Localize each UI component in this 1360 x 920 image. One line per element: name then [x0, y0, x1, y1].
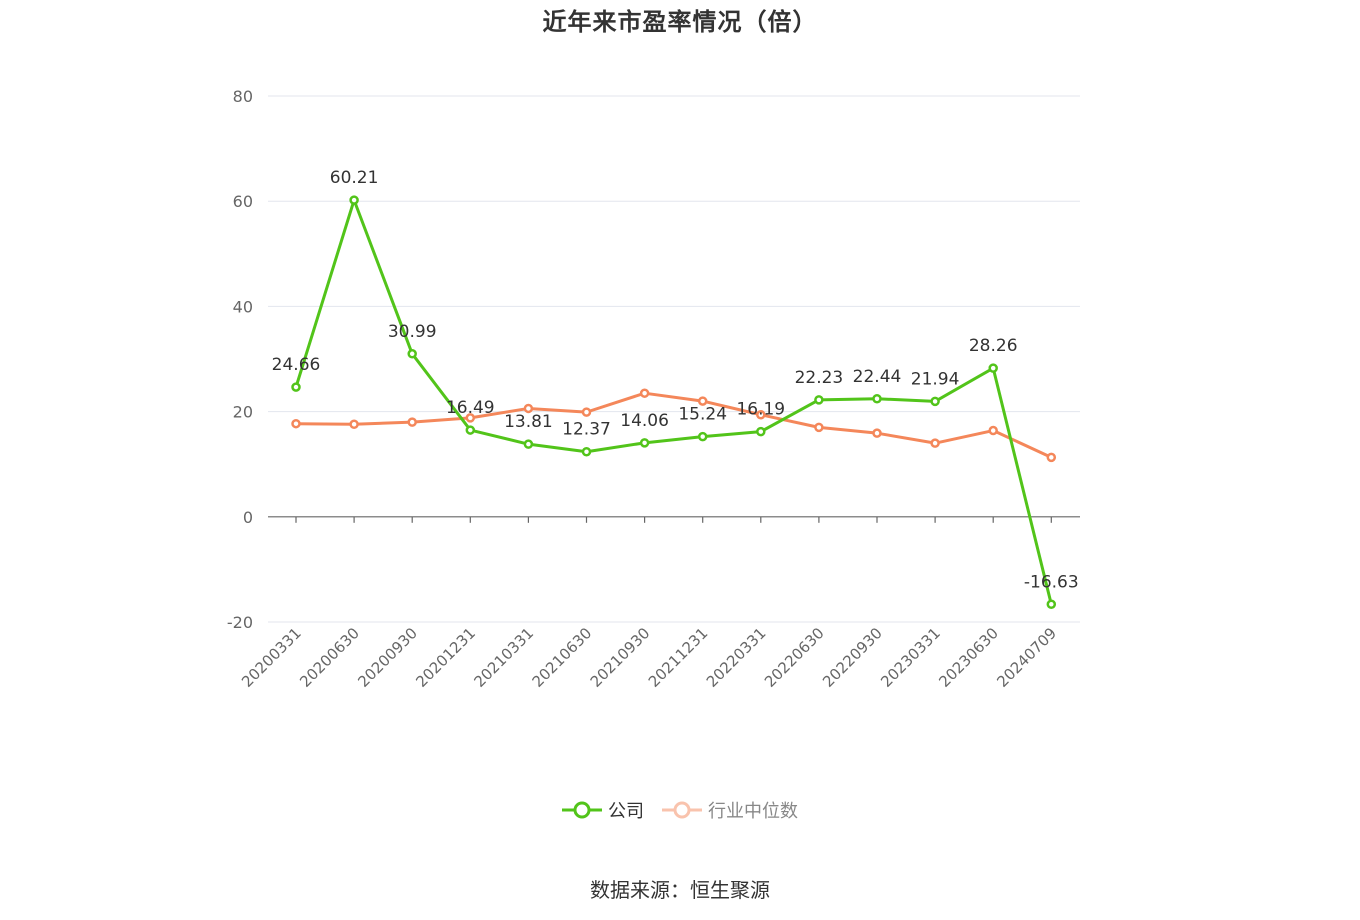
data-point-company — [930, 396, 940, 407]
data-point-company — [1046, 599, 1057, 610]
data-point-company — [581, 446, 592, 457]
x-tick-label: 20240709 — [993, 624, 1060, 691]
data-point-industry-median — [639, 388, 650, 398]
legend-label-industry-median: 行业中位数 — [708, 801, 798, 822]
data-label: 15.24 — [678, 405, 727, 425]
data-point-company — [523, 439, 534, 449]
x-tick-label: 20211231 — [645, 624, 712, 691]
chart-title: 近年来市盈率情况（倍） — [542, 8, 818, 36]
x-tick-label: 20220630 — [761, 624, 828, 691]
y-tick-label: 60 — [233, 192, 253, 211]
data-point-industry-median — [814, 422, 824, 433]
data-label: 60.21 — [330, 168, 379, 188]
data-label: 24.66 — [272, 355, 321, 375]
x-tick-label: 20210930 — [587, 624, 654, 691]
data-label: 14.06 — [620, 411, 669, 431]
data-point-company — [291, 382, 301, 392]
data-label: 22.44 — [853, 367, 902, 387]
data-point-industry-median — [1046, 452, 1057, 463]
data-point-company — [814, 395, 824, 405]
x-tick-label: 20201231 — [412, 624, 479, 691]
data-point-industry-median — [291, 418, 301, 429]
legend-item-industry-median[interactable]: 行业中位数 — [662, 797, 798, 823]
y-tick-label: 80 — [233, 87, 253, 106]
data-label: 30.99 — [388, 322, 437, 342]
data-point-industry-median — [581, 407, 592, 417]
data-point-industry-median — [988, 425, 998, 436]
line-chart: -20 0 20 40 60 80 2020033120200630202009302020… — [227, 87, 1080, 691]
legend-marker-company — [562, 801, 602, 819]
data-point-industry-median — [872, 428, 882, 438]
data-point-company — [756, 426, 766, 437]
y-tick-label: -20 — [227, 613, 253, 632]
data-label: 28.26 — [969, 336, 1018, 356]
data-label: 21.94 — [911, 369, 960, 389]
x-tick-label: 20220930 — [819, 624, 886, 691]
data-point-company — [349, 195, 359, 205]
x-tick-label: 20210630 — [529, 624, 596, 691]
data-point-company — [407, 349, 417, 359]
data-label: 16.19 — [736, 400, 785, 420]
data-label: 22.23 — [795, 368, 844, 388]
x-tick-label: 20230630 — [935, 624, 1002, 691]
legend: 公司 行业中位数 — [0, 797, 1360, 823]
y-tick-label: 0 — [243, 508, 253, 527]
data-point-industry-median — [756, 410, 766, 420]
data-point-industry-median — [930, 438, 940, 448]
data-point-company — [639, 438, 650, 448]
data-point-company — [988, 363, 998, 373]
data-label: 13.81 — [504, 412, 553, 432]
legend-marker-industry-median — [662, 801, 702, 819]
data-point-company — [697, 431, 708, 442]
y-tick-label: 40 — [233, 297, 253, 316]
legend-item-company[interactable]: 公司 — [562, 797, 644, 823]
data-label: -16.63 — [1024, 572, 1079, 592]
x-tick-label: 20200630 — [296, 624, 363, 691]
data-label: 16.49 — [446, 398, 495, 418]
data-point-industry-median — [697, 396, 708, 406]
data-point-industry-median — [349, 419, 359, 429]
y-tick-label: 20 — [233, 403, 253, 422]
data-point-company — [872, 394, 882, 404]
series-line-industry-median — [295, 391, 1052, 459]
legend-label-company: 公司 — [608, 801, 644, 822]
data-point-company — [465, 425, 476, 435]
x-tick-label: 20200930 — [354, 624, 421, 691]
x-tick-label: 20210331 — [471, 624, 538, 691]
data-point-industry-median — [407, 417, 417, 427]
data-point-industry-median — [465, 413, 476, 423]
x-tick-label: 20230331 — [877, 624, 944, 691]
x-tick-label: 20220331 — [703, 624, 770, 691]
series-line-company — [294, 198, 1053, 605]
data-source: 数据来源：恒生聚源 — [590, 878, 770, 902]
x-tick-label: 20200331 — [238, 624, 305, 691]
data-label: 12.37 — [562, 420, 611, 440]
data-point-industry-median — [523, 403, 534, 414]
